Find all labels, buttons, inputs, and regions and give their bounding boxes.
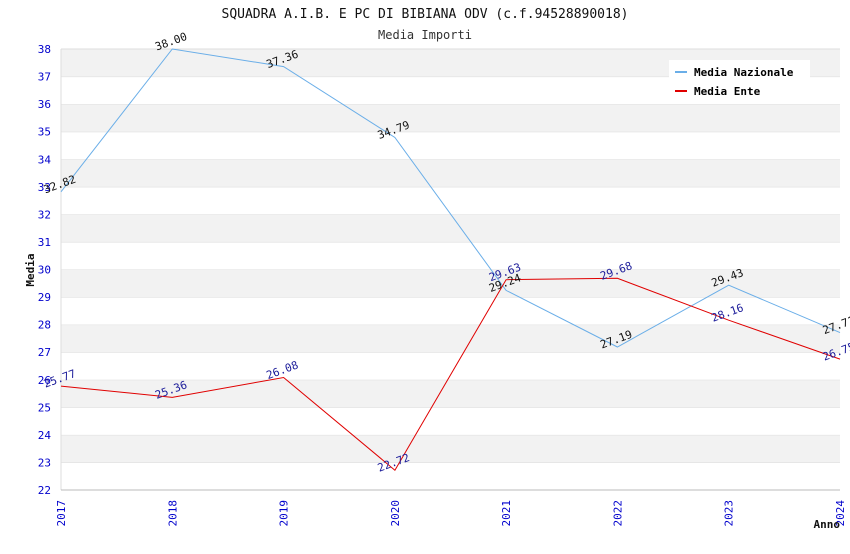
x-tick-label: 2020 — [389, 500, 402, 527]
legend: Media Nazionale Media Ente — [669, 60, 810, 101]
y-tick-label: 35 — [38, 126, 51, 139]
y-tick-label: 37 — [38, 71, 51, 84]
y-tick-label: 26 — [38, 374, 51, 387]
grid-band — [61, 159, 840, 187]
grid-band — [61, 407, 840, 435]
x-axis-label: Anno — [814, 518, 841, 531]
grid-band — [61, 324, 840, 353]
x-tick-label: 2022 — [611, 500, 624, 527]
y-tick-label: 24 — [38, 429, 52, 442]
x-axis-ticks: 2017 2018 2019 2020 2021 2022 2023 2024 — [55, 500, 847, 527]
y-axis-ticks: 22 23 24 25 26 27 28 29 30 31 32 33 34 35 36 37 38 — [38, 43, 52, 497]
series-line — [60, 277, 841, 471]
y-tick-label: 25 — [38, 401, 51, 414]
x-tick-label: 2019 — [278, 500, 291, 527]
grid-bands — [60, 48, 840, 491]
grid-band — [61, 297, 840, 325]
legend-box — [669, 60, 810, 101]
y-tick-label: 23 — [38, 456, 51, 469]
grid-band — [61, 462, 840, 490]
chart-title: SQUADRA A.I.B. E PC DI BIBIANA ODV (c.f.… — [222, 7, 629, 22]
x-tick-label: 2023 — [723, 500, 736, 527]
y-tick-label: 32 — [38, 208, 51, 221]
y-axis-label: Media — [24, 253, 37, 286]
grid-band — [61, 104, 840, 132]
grid-band — [61, 186, 840, 215]
grid-band — [61, 269, 840, 298]
y-tick-label: 36 — [38, 98, 51, 111]
legend-item-label: Media Ente — [694, 85, 761, 98]
grid-band — [61, 434, 840, 463]
y-tick-label: 30 — [38, 264, 51, 277]
y-tick-label: 29 — [38, 291, 51, 304]
y-tick-label: 28 — [38, 319, 51, 332]
grid-band — [61, 241, 840, 270]
y-tick-label: 27 — [38, 346, 51, 359]
y-tick-label: 31 — [38, 236, 51, 249]
series-line — [60, 48, 841, 348]
y-tick-label: 22 — [38, 484, 51, 497]
grid-band — [61, 214, 840, 242]
y-tick-label: 38 — [38, 43, 51, 56]
x-tick-label: 2024 — [834, 500, 847, 527]
grid-band — [61, 131, 840, 160]
x-tick-label: 2017 — [55, 500, 68, 527]
series-lines — [60, 48, 841, 471]
chart-subtitle: Media Importi — [378, 28, 472, 42]
y-tick-label: 33 — [38, 181, 51, 194]
grid-band — [61, 379, 840, 408]
legend-item-label: Media Nazionale — [694, 66, 794, 79]
x-tick-label: 2018 — [166, 500, 179, 527]
x-tick-label: 2021 — [500, 500, 513, 527]
y-tick-label: 34 — [38, 153, 52, 166]
